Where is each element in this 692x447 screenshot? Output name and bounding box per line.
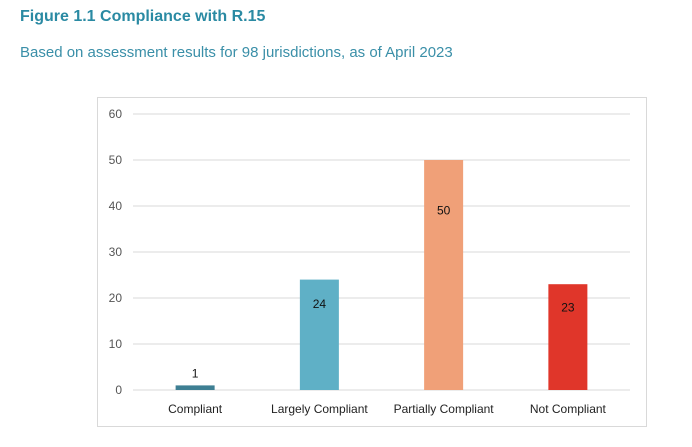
bar-not-compliant (548, 284, 588, 390)
category-label: Largely Compliant (271, 402, 368, 416)
y-tick-label: 30 (109, 245, 123, 259)
y-tick-label: 20 (109, 291, 123, 305)
data-label: 50 (437, 204, 451, 218)
y-tick-label: 10 (109, 337, 123, 351)
bar-partially-compliant (424, 160, 464, 390)
chart-frame (97, 97, 647, 427)
category-label: Partially Compliant (394, 402, 495, 416)
figure-subtitle: Based on assessment results for 98 juris… (20, 44, 453, 61)
bar-largely-compliant (299, 279, 339, 390)
data-label: 24 (313, 297, 327, 311)
y-tick-label: 60 (109, 107, 123, 121)
category-label: Compliant (168, 402, 223, 416)
y-tick-label: 50 (109, 153, 123, 167)
y-tick-label: 40 (109, 199, 123, 213)
figure-title: Figure 1.1 Compliance with R.15 (20, 8, 266, 25)
data-label: 23 (561, 300, 575, 314)
bar-compliant (175, 385, 215, 390)
y-tick-label: 0 (115, 383, 122, 397)
data-label: 1 (192, 366, 199, 380)
category-label: Not Compliant (530, 402, 607, 416)
